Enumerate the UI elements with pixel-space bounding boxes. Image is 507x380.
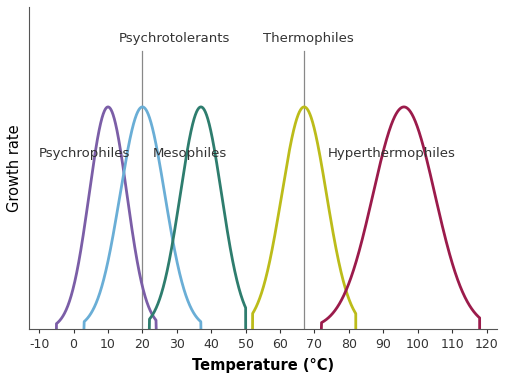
- Text: Psychrotolerants: Psychrotolerants: [118, 32, 230, 45]
- Text: Psychrophiles: Psychrophiles: [39, 147, 131, 160]
- Text: Thermophiles: Thermophiles: [263, 32, 353, 45]
- Text: Mesophiles: Mesophiles: [153, 147, 227, 160]
- Y-axis label: Growth rate: Growth rate: [7, 124, 22, 212]
- X-axis label: Temperature (°C): Temperature (°C): [192, 358, 334, 373]
- Text: Hyperthermophiles: Hyperthermophiles: [328, 147, 456, 160]
